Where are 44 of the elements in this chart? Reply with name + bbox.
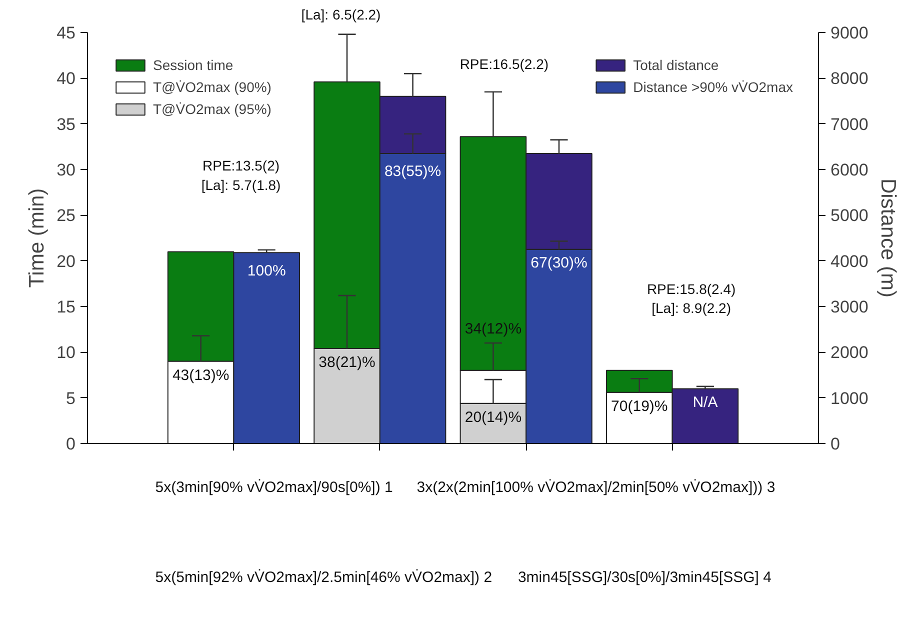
y-tick-label: 40 — [56, 69, 76, 88]
annotation: RPE:13.5(2) [La]: 5.7(1.8) — [201, 158, 281, 193]
text: [La]: 6.5(2.2) — [301, 6, 381, 22]
y-tick-label: 15 — [56, 298, 76, 316]
annotation: 43(13)% — [172, 366, 230, 384]
annotation: RPE:15.8(2.4) [La]: 8.9(2.2) — [646, 280, 736, 316]
annotation: RPE:16.5(2.2) — [460, 56, 549, 72]
legend-label: Session time — [153, 57, 234, 73]
legend-label: Distance >90% vV̇O2max — [633, 79, 793, 95]
y2-tick-label: 0 — [830, 434, 840, 454]
y2-tick-label: 9000 — [830, 24, 868, 42]
annotation: 100% — [247, 262, 286, 280]
legend-label: Total distance — [633, 57, 719, 73]
text: 5x(5min[92% vV̇O2max]/2.5min[46% vV̇O2max]) 2 — [155, 568, 492, 586]
annotation: 83(55)% — [384, 163, 442, 180]
annotation: 34(12)% — [464, 320, 522, 338]
y2-tick-label: 3000 — [830, 298, 868, 316]
y-tick-label: 10 — [56, 343, 76, 362]
y-tick-label: 45 — [56, 24, 76, 42]
y2-tick-label: 1000 — [830, 388, 868, 408]
legend-label: T@V̇O2max (95%) — [153, 101, 272, 117]
y-tick-label: 20 — [56, 252, 76, 271]
y-axis-title: Time (min) — [26, 188, 49, 288]
text: 3x(2x(2min[100% vV̇O2max]/2min[50% vV̇O2max])) 3 — [416, 478, 776, 496]
y-tick-label: 25 — [56, 206, 76, 226]
annotation: N/A — [692, 394, 718, 412]
annotation: 38(21)% — [318, 354, 376, 371]
y-tick-label: 0 — [66, 434, 76, 454]
y2-tick-label: 2000 — [830, 343, 868, 362]
y2-tick-label: 4000 — [830, 252, 868, 271]
y-tick-label: 35 — [56, 114, 76, 134]
y2-tick-label: 8000 — [830, 69, 868, 88]
y2-tick-label: 5000 — [830, 206, 868, 226]
y-tick-label: 5 — [66, 388, 76, 408]
annotation: 20(14)% — [464, 408, 522, 426]
y2-axis-title: Distance (m) — [876, 178, 900, 298]
y2-tick-label: 6000 — [830, 160, 868, 180]
annotation: 67(30)% — [530, 254, 588, 272]
y2-tick-label: 7000 — [830, 114, 868, 134]
legend-label: T@V̇O2max (90%) — [153, 79, 272, 95]
y-tick-label: 30 — [56, 160, 76, 180]
text: 5x(3min[90% vV̇O2max]/90s[0%]) 1 — [155, 478, 393, 496]
text: 3min45[SSG]/30s[0%]/3min45[SSG] 4 — [518, 569, 772, 586]
annotation: 70(19)% — [611, 398, 668, 415]
